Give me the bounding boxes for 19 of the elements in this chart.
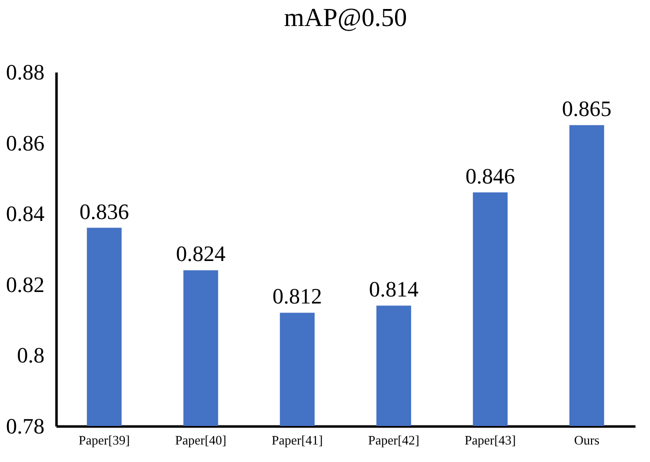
data-label: 0.846 [466, 163, 515, 188]
x-tick-label: Ours [574, 432, 600, 448]
data-label: 0.865 [562, 96, 612, 122]
x-tick-label: Paper[43] [464, 432, 516, 448]
y-tick-label: 0.88 [6, 60, 44, 84]
x-tick-label: Paper[41] [272, 432, 323, 448]
y-tick-label: 0.78 [6, 414, 44, 438]
x-tick-label: Paper[40] [175, 432, 226, 448]
chart-title: mAP@0.50 [284, 3, 407, 32]
y-tick-label: 0.82 [6, 272, 44, 297]
data-label: 0.836 [80, 198, 129, 224]
x-tick-label: Paper[42] [368, 432, 420, 448]
x-tick-label: Paper[39] [78, 432, 130, 448]
data-label: 0.824 [176, 241, 226, 266]
y-tick-label: 0.86 [6, 130, 44, 156]
data-label: 0.812 [272, 284, 322, 309]
data-label: 0.814 [369, 276, 418, 302]
y-tick-label: 0.84 [6, 201, 44, 226]
y-tick-label: 0.8 [17, 342, 44, 368]
